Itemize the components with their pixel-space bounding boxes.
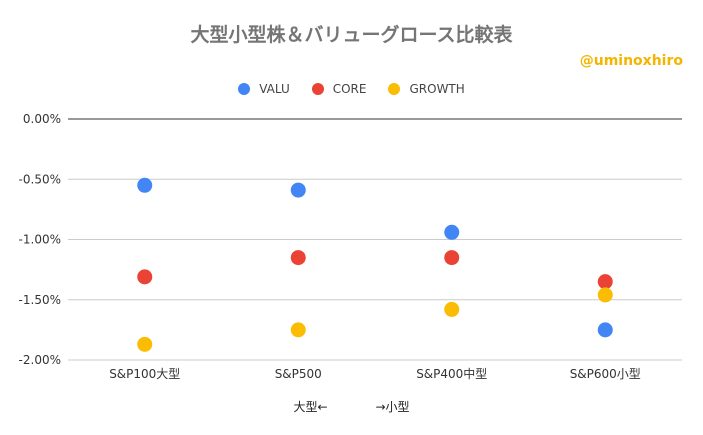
legend-item-growth: GROWTH — [388, 82, 465, 96]
y-tick-label: -2.00% — [19, 353, 61, 367]
chart-title: 大型小型株＆バリューグロース比較表 — [190, 24, 513, 46]
data-point-core — [290, 250, 306, 266]
data-point-growth — [290, 322, 306, 338]
legend: VALU CORE GROWTH — [0, 82, 703, 96]
x-tick-label: S&P100大型 — [109, 367, 180, 381]
data-point-valu — [137, 177, 153, 193]
data-point-core — [597, 274, 613, 290]
data-point-core — [137, 269, 153, 285]
legend-item-valu: VALU — [238, 82, 290, 96]
data-point-growth — [444, 301, 460, 317]
legend-dot-valu — [238, 83, 251, 95]
legend-item-core: CORE — [311, 82, 367, 96]
data-point-valu — [290, 182, 306, 198]
x-tick-label: S&P400中型 — [416, 366, 487, 381]
legend-dot-growth — [388, 83, 401, 95]
data-point-growth — [137, 336, 153, 352]
legend-label-valu: VALU — [259, 82, 290, 96]
x-tick-label: S&P600小型 — [570, 367, 641, 381]
x-tick-label: S&P500 — [275, 367, 322, 381]
y-tick-label: -1.50% — [19, 293, 61, 307]
y-tick-label: 0.00% — [23, 112, 61, 126]
data-point-valu — [597, 322, 613, 338]
y-tick-label: -0.50% — [19, 172, 61, 186]
data-point-core — [444, 250, 460, 266]
legend-dot-core — [311, 83, 324, 95]
x-axis-label: 大型← →小型 — [293, 400, 410, 414]
data-point-growth — [597, 287, 613, 303]
data-point-valu — [444, 224, 460, 240]
watermark: @uminoxhiro — [579, 53, 683, 69]
legend-label-core: CORE — [332, 82, 367, 96]
legend-label-growth: GROWTH — [409, 82, 465, 96]
y-tick-label: -1.00% — [19, 233, 61, 247]
